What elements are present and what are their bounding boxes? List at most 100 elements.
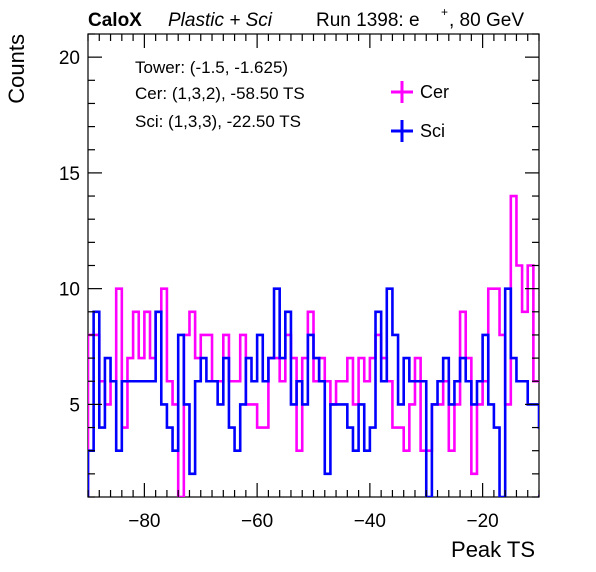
sci-bin [223,358,229,497]
sci-bin [268,358,274,497]
sci-bin [229,428,235,497]
sci-bin [127,381,133,497]
sci-bin [251,381,257,497]
sci-bin [387,289,393,497]
chart-title: CaloX Plastic + Sci Run 1398: e [88,10,420,31]
y-axis-title: Counts [4,34,29,104]
sci-bin [398,404,404,497]
sci-bin [567,428,573,497]
cer-bin [556,358,562,497]
sci-bin [511,358,517,497]
x-axis-title: Peak TS [451,537,535,562]
sci-bin [150,381,156,497]
sci-bin [545,335,551,497]
x-tick-label: −60 [241,511,273,532]
sci-bin [173,451,179,497]
sci-bin [201,358,207,497]
tick-layer: −80 −60 −40 −20 5 10 15 20 [59,33,540,532]
legend-label-sci: Sci [420,121,445,141]
sci-bin [562,451,568,497]
sci-bin [409,381,415,497]
sci-bin [156,312,162,497]
sci-bin [494,428,500,497]
sci-bin [195,381,201,497]
cer-bin [567,381,573,497]
sci-bin [212,381,218,497]
y-tick-label: 10 [59,280,80,301]
cer-bin [545,404,551,497]
x-tick-label: −80 [128,511,160,532]
info-sci: Sci: (1,3,3), -22.50 TS [135,112,301,131]
sci-bin [488,404,494,497]
sci-bin [454,381,460,497]
title-app: CaloX [88,10,142,31]
x-tick-label: −20 [467,511,499,532]
sci-bin [415,381,421,497]
sci-bin [116,451,122,497]
sci-bin [471,404,477,497]
sci-bin [235,451,241,497]
sci-bin [477,381,483,497]
sci-bin [161,404,167,497]
sci-bin [246,358,252,497]
sci-bin [184,404,190,497]
sci-bin [122,381,128,497]
sci-bin [438,381,444,497]
cer-bin [539,381,545,497]
title-run-superscript: + [441,5,448,19]
info-tower: Tower: (-1.5, -1.625) [135,58,288,77]
sci-bin [111,381,117,497]
sci-bin [353,451,359,497]
sci-bin [370,428,376,497]
sci-bin [144,381,150,497]
sci-bin [319,381,325,497]
sci-bin [505,289,511,497]
title-run-suffix: , 80 GeV [449,10,524,31]
sci-bin [297,381,303,497]
y-tick-label: 15 [59,164,80,185]
sci-bin [263,381,269,497]
sci-bin [139,381,145,497]
cer-bin [562,335,568,497]
info-cer: Cer: (1,3,2), -58.50 TS [135,84,305,103]
legend-label-cer: Cer [420,82,449,102]
title-run: Run 1398: e [316,10,420,31]
sci-bin [257,335,263,497]
sci-bin [347,428,353,497]
series-sci [88,287,573,497]
sci-bin [308,335,314,497]
sci-bin [460,358,466,497]
sci-bin [364,451,370,497]
sci-bin [285,312,291,497]
sci-bin [516,381,522,497]
sci-bin [449,404,455,497]
cer-bin [550,381,556,497]
y-tick-label: 20 [59,48,80,69]
y-tick-label: 5 [69,395,80,416]
sci-bin [359,404,365,497]
sci-bin [274,289,280,497]
sci-bin [325,474,331,497]
sci-bin [381,381,387,497]
sci-bin [105,358,111,497]
legend-marker-sci [391,120,413,142]
sci-bin [483,335,489,497]
sci-bin [550,358,556,497]
series-line-sci [88,287,539,497]
title-config: Plastic + Sci [168,10,273,31]
sci-bin [314,358,320,497]
sci-bin [330,404,336,497]
sci-bin [404,358,410,497]
x-tick-label: −40 [354,511,386,532]
sci-bin [291,404,297,497]
legend-marker-cer [391,81,413,103]
sci-bin [189,474,195,497]
series-layer [88,194,573,497]
sci-bin [466,381,472,497]
sci-bin [302,404,308,497]
sci-bin [206,381,212,497]
sci-bin [167,428,173,497]
sci-bin [539,428,545,497]
legend: Cer Sci [391,81,449,142]
